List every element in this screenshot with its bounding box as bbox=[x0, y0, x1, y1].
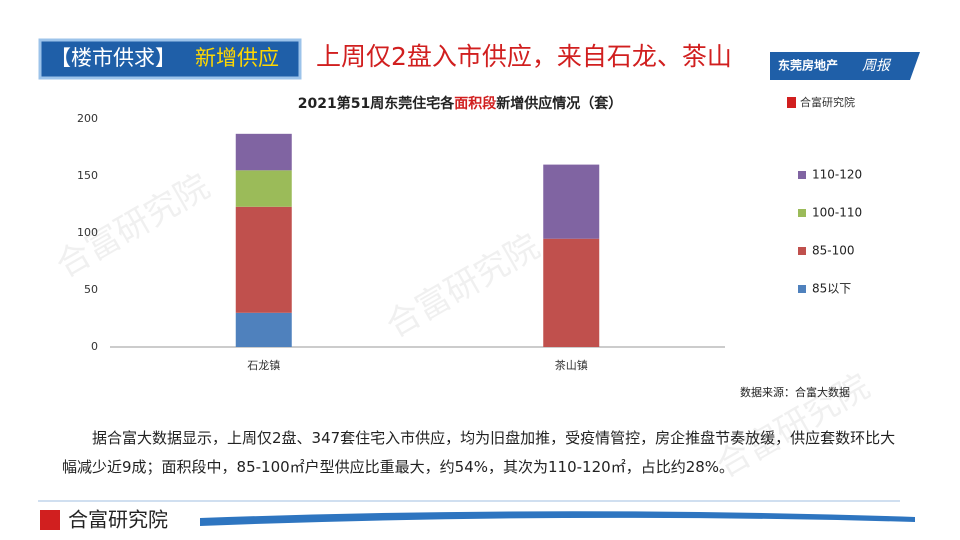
y-tick-label: 200 bbox=[77, 112, 98, 125]
legend-label: 110-120 bbox=[812, 168, 862, 182]
brand-script: 周报 bbox=[862, 58, 892, 74]
watermark: 合富研究院 bbox=[49, 166, 216, 286]
watermark: 合富研究院 bbox=[379, 226, 546, 346]
chart-logo: 合富研究院 bbox=[800, 95, 855, 109]
legend-swatch bbox=[798, 209, 806, 217]
headline: 上周仅2盘入市供应，来自石龙、茶山 bbox=[316, 42, 732, 71]
y-tick-label: 150 bbox=[77, 169, 98, 182]
chart-title: 2021第51周东莞住宅各面积段新增供应情况（套） bbox=[298, 95, 622, 112]
header-box bbox=[38, 38, 302, 80]
footer-brand: 合富研究院 bbox=[68, 508, 168, 532]
legend-swatch bbox=[798, 247, 806, 255]
title-part: 新增供应情况（套） bbox=[496, 95, 622, 112]
header-tag-highlight: 新增供应 bbox=[195, 46, 279, 70]
brand-box bbox=[770, 52, 920, 80]
bar-segment bbox=[543, 238, 600, 347]
bar-segment bbox=[235, 312, 292, 347]
logo-icon bbox=[787, 97, 796, 108]
title-part: 面积段 bbox=[454, 95, 496, 112]
y-tick-label: 50 bbox=[84, 283, 98, 296]
bar-segment bbox=[235, 206, 292, 313]
y-tick-label: 100 bbox=[77, 226, 98, 239]
title-part: 2021第51周东莞住宅各 bbox=[298, 95, 455, 112]
y-tick-label: 0 bbox=[91, 340, 98, 353]
x-tick-label: 茶山镇 bbox=[555, 358, 588, 372]
footer-logo-icon bbox=[40, 510, 60, 530]
bar-segment bbox=[543, 164, 600, 239]
bar-segment bbox=[235, 170, 292, 207]
legend-label: 100-110 bbox=[812, 206, 862, 220]
legend-swatch bbox=[798, 285, 806, 293]
bar-segment bbox=[235, 133, 292, 171]
paragraph: 据合富大数据显示，上周仅2盘、347套住宅入市供应，均为旧盘加推，受疫情管控，房… bbox=[62, 429, 896, 476]
legend-label: 85以下 bbox=[812, 282, 851, 296]
brand: 东莞房地产 bbox=[778, 58, 838, 73]
legend-label: 85-100 bbox=[812, 244, 855, 258]
source: 数据来源：合富大数据 bbox=[740, 385, 850, 399]
header-tag: 【楼市供求】 bbox=[50, 46, 176, 70]
footer-swoosh bbox=[200, 511, 915, 526]
x-tick-label: 石龙镇 bbox=[247, 358, 280, 372]
legend-swatch bbox=[798, 171, 806, 179]
